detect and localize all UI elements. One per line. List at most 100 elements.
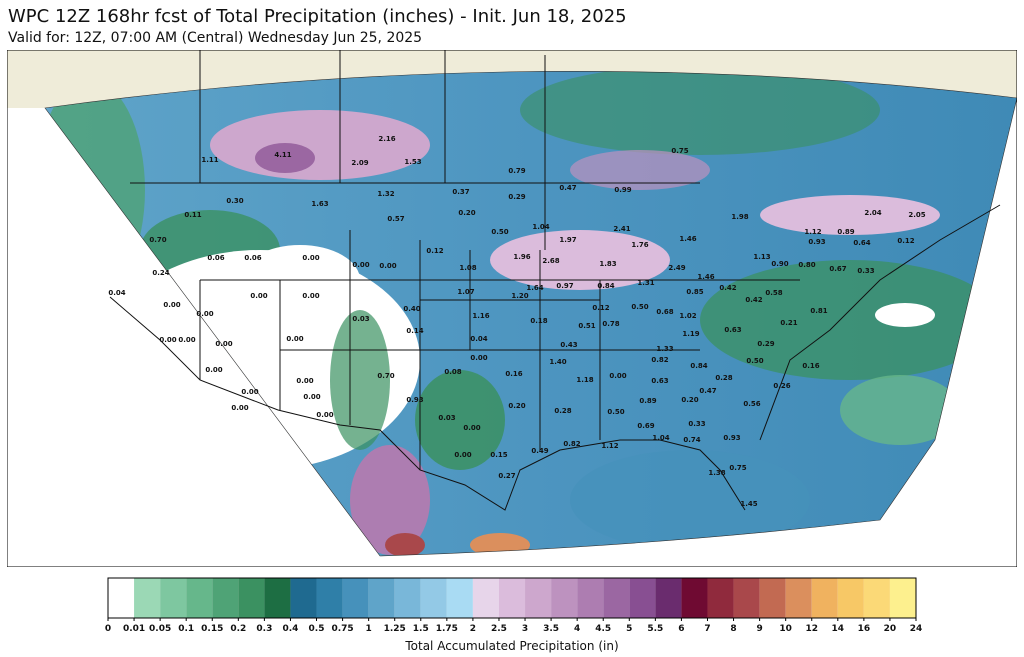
- colorbar-bin: [551, 578, 578, 618]
- point-label: 1.12: [601, 442, 618, 450]
- colorbar-bin: [160, 578, 187, 618]
- colorbar-bin: [472, 578, 499, 618]
- colorbar-tick-label: 4.5: [595, 624, 611, 634]
- colorbar-tick-label: 0.05: [149, 624, 171, 634]
- point-label: 0.57: [387, 215, 404, 223]
- colorbar-frame: [107, 577, 917, 619]
- forecast-region: [45, 71, 1017, 557]
- point-label: 0.00: [609, 372, 626, 380]
- point-label: 1.98: [731, 213, 748, 221]
- point-label: 2.16: [378, 135, 395, 143]
- point-label: 0.04: [470, 335, 487, 343]
- point-label: 1.20: [511, 292, 528, 300]
- colorbar-tick-label: 0.5: [309, 624, 325, 634]
- point-label: 0.12: [897, 237, 914, 245]
- point-label: 0.00: [379, 262, 396, 270]
- point-label: 0.24: [152, 269, 169, 277]
- point-label: 0.82: [651, 356, 668, 364]
- title: WPC 12Z 168hr fcst of Total Precipitatio…: [8, 6, 627, 27]
- point-label: 1.16: [472, 312, 489, 320]
- colorbar-tick-label: 8: [730, 624, 736, 634]
- point-label: 1.07: [457, 288, 474, 296]
- colorbar-tick-label: 5.5: [647, 624, 663, 634]
- point-label: 0.00: [303, 393, 320, 401]
- point-label: 0.20: [508, 402, 525, 410]
- point-label: 0.15: [490, 451, 507, 459]
- point-label: 0.81: [810, 307, 827, 315]
- point-label: 0.16: [505, 370, 522, 378]
- colorbar-tick-label: 6: [678, 624, 684, 634]
- point-label: 0.00: [454, 451, 471, 459]
- point-label: 1.53: [404, 158, 421, 166]
- point-label: 0.03: [438, 414, 455, 422]
- colorbar-bin: [186, 578, 213, 618]
- point-label: 1.12: [804, 228, 821, 236]
- colorbar-bin: [863, 578, 890, 618]
- subtitle: Valid for: 12Z, 07:00 AM (Central) Wedne…: [8, 30, 422, 46]
- point-label: 0.12: [592, 304, 609, 312]
- colorbar-bin: [394, 578, 421, 618]
- colorbar-tick-label: 10: [779, 624, 792, 634]
- point-label: 0.51: [578, 322, 595, 330]
- colorbar-tick-label: 0.1: [178, 624, 194, 634]
- point-label: 0.30: [226, 197, 243, 205]
- point-label: 1.13: [753, 253, 770, 261]
- point-label: 0.85: [686, 288, 703, 296]
- point-label: 0.00: [205, 366, 222, 374]
- colorbar-bin: [290, 578, 317, 618]
- point-label: 0.80: [798, 261, 815, 269]
- colorbar-tick-label: 0.75: [331, 624, 353, 634]
- colorbar-tick-label: 14: [832, 624, 845, 634]
- point-label: 1.83: [599, 260, 616, 268]
- point-label: 0.06: [244, 254, 261, 262]
- point-label: 0.50: [491, 228, 508, 236]
- point-label: 0.68: [656, 308, 673, 316]
- point-label: 2.04: [864, 209, 881, 217]
- point-label: 1.63: [311, 200, 328, 208]
- point-label: 0.37: [452, 188, 469, 196]
- colorbar-tick-label: 9: [756, 624, 762, 634]
- point-label: 0.56: [743, 400, 760, 408]
- point-label: 0.00: [352, 261, 369, 269]
- point-label: 0.00: [196, 310, 213, 318]
- point-label: 0.00: [302, 292, 319, 300]
- point-label: 0.47: [559, 184, 576, 192]
- point-label: 1.45: [740, 500, 757, 508]
- colorbar-bin: [316, 578, 343, 618]
- point-label: 0.70: [149, 236, 166, 244]
- colorbar-bin: [342, 578, 369, 618]
- point-label: 0.00: [231, 404, 248, 412]
- point-label: 0.26: [773, 382, 790, 390]
- point-label: 0.42: [745, 296, 762, 304]
- point-label: 0.74: [683, 436, 700, 444]
- point-label: 1.18: [576, 376, 593, 384]
- point-label: 0.78: [602, 320, 619, 328]
- point-label: 0.93: [808, 238, 825, 246]
- point-label: 0.00: [163, 301, 180, 309]
- point-label: 0.70: [377, 372, 394, 380]
- point-label: 1.46: [679, 235, 696, 243]
- colorbar-tick-label: 2.5: [491, 624, 507, 634]
- point-label: 1.40: [549, 358, 566, 366]
- point-label: 0.79: [508, 167, 525, 175]
- point-label: 0.00: [463, 424, 480, 432]
- point-label: 0.03: [352, 315, 369, 323]
- point-label: 0.00: [302, 254, 319, 262]
- colorbar-label: Total Accumulated Precipitation (in): [404, 639, 618, 653]
- colorbar-bin: [264, 578, 291, 618]
- colorbar-tick-label: 0.3: [256, 624, 272, 634]
- colorbar-tick-label: 0.15: [201, 624, 223, 634]
- colorbar-tick-label: 1.25: [384, 624, 406, 634]
- point-label: 1.33: [656, 345, 673, 353]
- colorbar-bin: [212, 578, 239, 618]
- point-label: 1.31: [637, 279, 654, 287]
- point-label: 0.20: [681, 396, 698, 404]
- point-label: 1.32: [377, 190, 394, 198]
- point-label: 0.28: [715, 374, 732, 382]
- point-label: 0.04: [108, 289, 125, 297]
- point-label: 0.00: [178, 336, 195, 344]
- point-label: 0.16: [802, 362, 819, 370]
- colorbar-bin: [837, 578, 864, 618]
